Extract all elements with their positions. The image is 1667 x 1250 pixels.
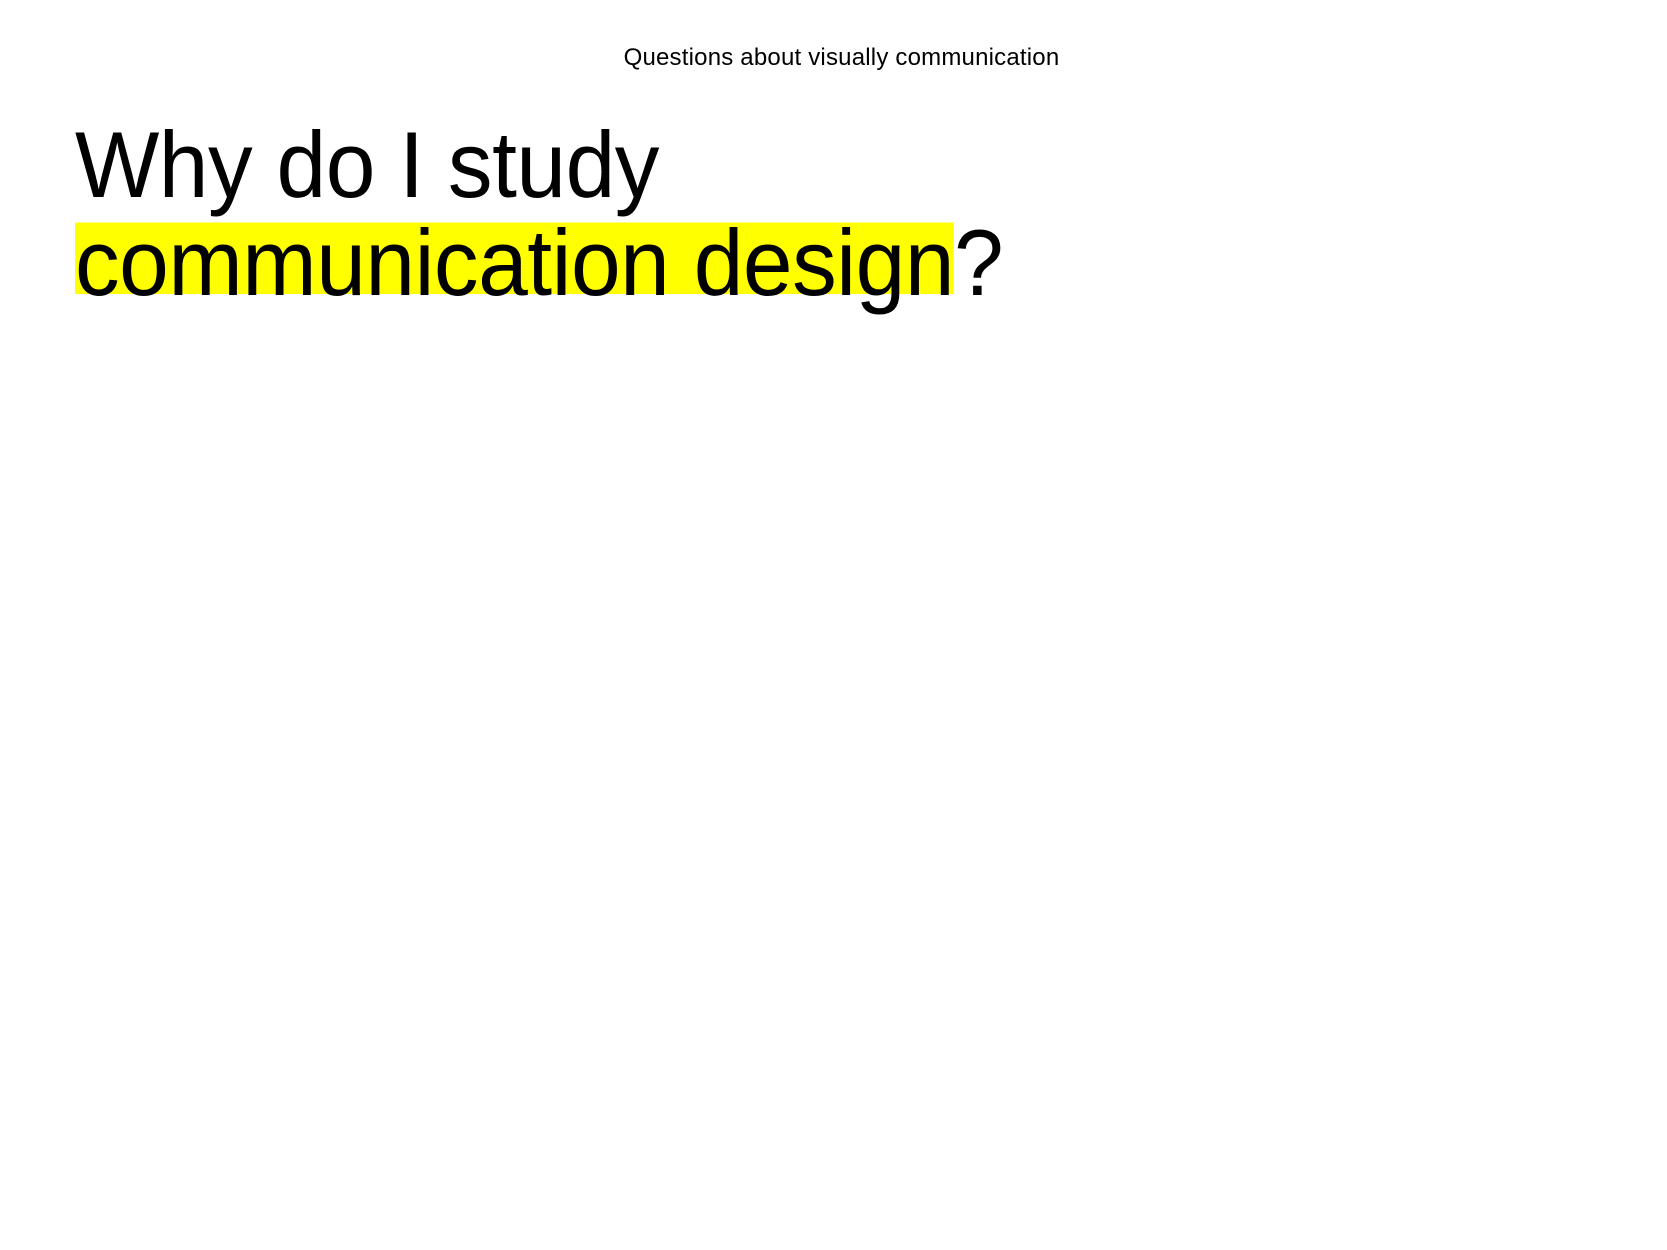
slide-title: Why do I study communication design? bbox=[75, 112, 1004, 315]
slide-header: Questions about visually communication bbox=[623, 44, 1060, 71]
title-question-mark: ? bbox=[954, 210, 1004, 315]
highlighted-phrase: communication design bbox=[75, 210, 955, 315]
title-line-2: communication design? bbox=[75, 210, 1004, 315]
title-line-1: Why do I study bbox=[75, 112, 659, 217]
